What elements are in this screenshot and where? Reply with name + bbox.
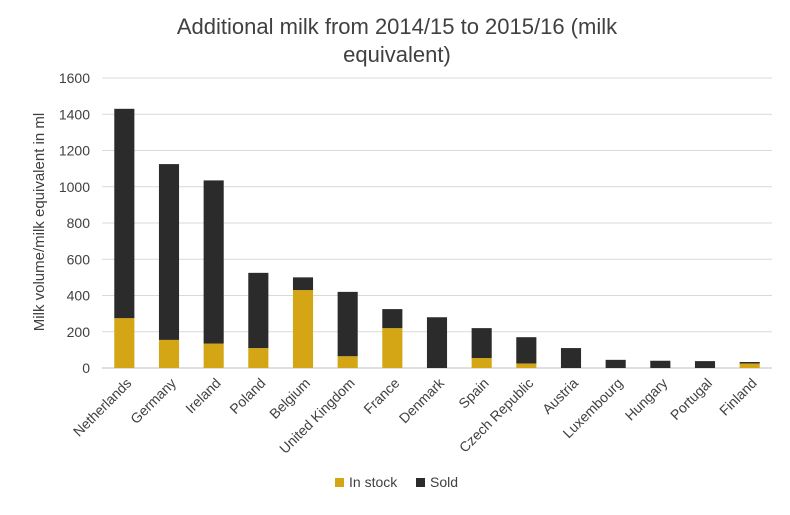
- bar-sold: [114, 108, 135, 319]
- bar-in-stock: [739, 363, 760, 368]
- y-tick-label: 1200: [59, 143, 90, 159]
- y-tick-label: 1600: [59, 70, 90, 86]
- y-tick-label: 600: [67, 251, 91, 267]
- bars: [114, 108, 760, 368]
- x-tick-label: France: [360, 375, 402, 417]
- x-tick-label: Denmark: [396, 374, 448, 426]
- x-tick-label: Finland: [716, 375, 760, 419]
- y-tick-label: 800: [67, 215, 91, 231]
- bar-in-stock: [248, 348, 269, 368]
- legend-swatch-in-stock: [335, 478, 344, 487]
- bar-sold: [605, 359, 626, 368]
- x-tick-label: Austria: [539, 375, 581, 417]
- x-tick-label: Hungary: [622, 375, 671, 424]
- x-tick-label: Germany: [127, 375, 179, 427]
- bar-sold: [560, 348, 582, 368]
- bar-sold: [426, 317, 448, 368]
- y-axis-ticks: 0 200 400 600 800 1000 1200 1400 1600: [59, 70, 90, 376]
- bar-sold: [516, 337, 537, 364]
- y-tick-label: 200: [67, 324, 91, 340]
- legend-label-sold: Sold: [430, 474, 458, 490]
- bar-sold: [694, 361, 716, 368]
- bar-in-stock: [114, 318, 135, 368]
- bar-sold: [337, 291, 358, 357]
- bar-sold: [471, 328, 492, 359]
- bar-in-stock: [382, 328, 403, 368]
- chart-title-line-2: equivalent): [343, 42, 451, 67]
- bar-in-stock: [292, 290, 314, 368]
- bar-in-stock: [516, 363, 537, 368]
- legend: In stock Sold: [335, 474, 458, 490]
- bar-in-stock: [337, 356, 358, 368]
- bar-sold: [158, 164, 180, 340]
- y-tick-label: 1000: [59, 179, 90, 195]
- bar-sold: [292, 277, 314, 291]
- y-tick-label: 400: [67, 288, 91, 304]
- legend-label-in-stock: In stock: [349, 474, 398, 490]
- bar-sold: [248, 272, 269, 349]
- bar-in-stock: [203, 343, 224, 368]
- legend-swatch-sold: [416, 478, 425, 487]
- bar-sold: [650, 360, 671, 368]
- x-tick-label: Poland: [226, 375, 268, 417]
- x-tick-label: Netherlands: [70, 375, 135, 440]
- y-tick-label: 1400: [59, 106, 90, 122]
- bar-sold: [739, 362, 760, 364]
- x-tick-label: Portugal: [667, 375, 715, 423]
- bar-in-stock: [471, 358, 492, 368]
- bar-sold: [382, 309, 403, 329]
- bar-sold: [203, 180, 224, 344]
- chart-title-line-1: Additional milk from 2014/15 to 2015/16 …: [177, 14, 618, 39]
- y-axis-label: Milk volume/milk equivalent in ml: [31, 113, 48, 331]
- x-tick-label: Spain: [455, 375, 492, 412]
- bar-in-stock: [158, 339, 180, 368]
- x-tick-label: Ireland: [182, 375, 224, 417]
- y-tick-label: 0: [82, 360, 90, 376]
